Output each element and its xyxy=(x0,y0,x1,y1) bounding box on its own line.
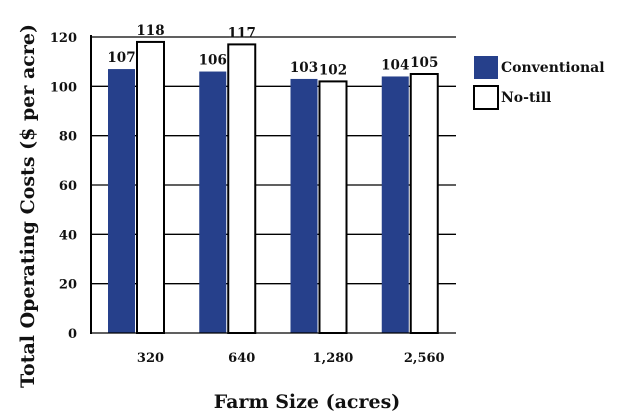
y-axis-title: Total Operating Costs ($ per acre) xyxy=(17,24,39,388)
data-label: 118 xyxy=(136,23,164,39)
bar-no-till xyxy=(136,40,165,335)
data-label: 103 xyxy=(290,60,318,76)
x-tick-label: 1,280 xyxy=(313,351,354,366)
y-tick-labels: 0 20 40 60 80 100 120 xyxy=(50,31,77,342)
x-tick-label: 2,560 xyxy=(404,351,445,366)
x-tick-label: 640 xyxy=(228,351,255,366)
data-label: 102 xyxy=(319,62,347,78)
legend-swatch xyxy=(474,56,498,79)
bar-no-till xyxy=(318,80,348,335)
x-tick-label: 320 xyxy=(137,351,164,366)
bars xyxy=(108,40,439,335)
data-label: 104 xyxy=(381,57,409,73)
legend-label: No-till xyxy=(501,90,551,106)
bar-no-till xyxy=(409,73,439,334)
data-label: 106 xyxy=(199,53,227,69)
bar-no-till xyxy=(227,43,257,335)
legend: Conventional No-till xyxy=(473,56,605,110)
x-axis-title: Farm Size (acres) xyxy=(214,391,401,413)
x-tick-labels: 320 640 1,280 2,560 xyxy=(137,351,445,366)
y-tick-label: 100 xyxy=(50,80,77,95)
y-tick-label: 80 xyxy=(59,130,77,145)
y-tick-label: 0 xyxy=(68,327,77,342)
bar-conventional xyxy=(108,69,135,334)
data-label: 117 xyxy=(228,25,256,41)
axes xyxy=(90,35,456,334)
y-tick-label: 120 xyxy=(50,31,77,46)
data-label: 107 xyxy=(107,50,135,66)
y-tick-label: 40 xyxy=(59,228,77,243)
y-tick-label: 20 xyxy=(59,278,77,293)
bar-conventional xyxy=(290,78,318,333)
bar-conventional xyxy=(199,71,227,334)
data-label: 105 xyxy=(410,55,438,71)
bar-conventional xyxy=(381,76,409,333)
legend-label: Conventional xyxy=(501,60,605,76)
y-tick-label: 60 xyxy=(59,179,77,194)
legend-swatch xyxy=(473,85,499,110)
